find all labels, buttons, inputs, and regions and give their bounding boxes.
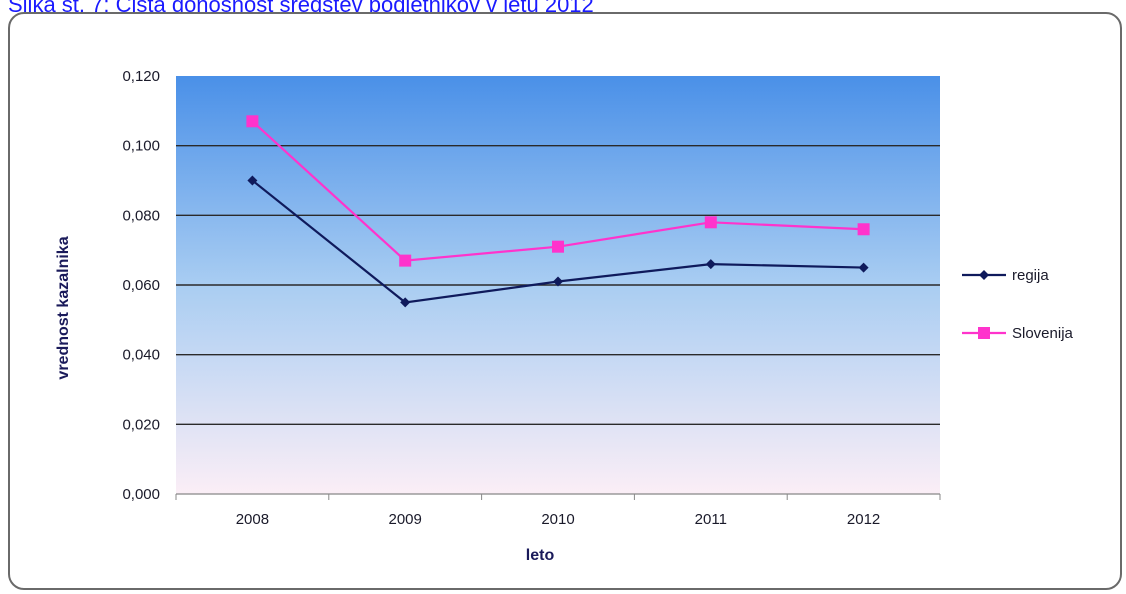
axes	[175, 493, 941, 500]
y-tick-label: 0,040	[122, 347, 160, 364]
legend: regija Slovenija	[962, 267, 1074, 342]
gridlines	[176, 144, 940, 426]
data-point-regija	[705, 259, 716, 270]
y-tick-label: 0,060	[122, 277, 160, 294]
data-point-regija	[247, 175, 258, 186]
x-axis-title: leto	[526, 547, 555, 564]
data-point-regija	[400, 297, 411, 308]
legend-label: regija	[1012, 267, 1049, 284]
data-point-regija	[553, 276, 563, 287]
data-point-slovenija	[552, 240, 564, 253]
y-tick-label: 0,080	[122, 207, 160, 224]
legend-marker	[978, 327, 990, 339]
legend-marker	[979, 270, 989, 280]
x-tick-label: 2012	[847, 511, 880, 528]
data-point-slovenija	[857, 223, 870, 236]
x-tick-label: 2010	[541, 511, 574, 528]
y-tick-label: 0,000	[122, 486, 160, 503]
legend-label: Slovenija	[1012, 325, 1074, 342]
x-tick-label: 2009	[389, 511, 422, 528]
y-tick-label: 0,020	[122, 416, 160, 433]
y-axis-title: vrednost kazalnika	[55, 236, 72, 379]
data-point-slovenija	[246, 115, 259, 128]
data-point-regija	[858, 262, 869, 273]
y-tick-label: 0,100	[122, 138, 160, 155]
data-point-slovenija	[399, 254, 412, 267]
x-tick-label: 2011	[695, 511, 727, 528]
y-tick-label: 0,120	[122, 68, 160, 85]
data-point-slovenija	[704, 216, 717, 229]
x-tick-labels: 2008 2009 2010 2011 2012	[236, 511, 881, 528]
series-markers	[246, 115, 870, 308]
x-tick-label: 2008	[236, 511, 269, 528]
y-tick-labels: 0,000 0,020 0,040 0,060 0,080 0,100 0,120	[122, 68, 160, 503]
